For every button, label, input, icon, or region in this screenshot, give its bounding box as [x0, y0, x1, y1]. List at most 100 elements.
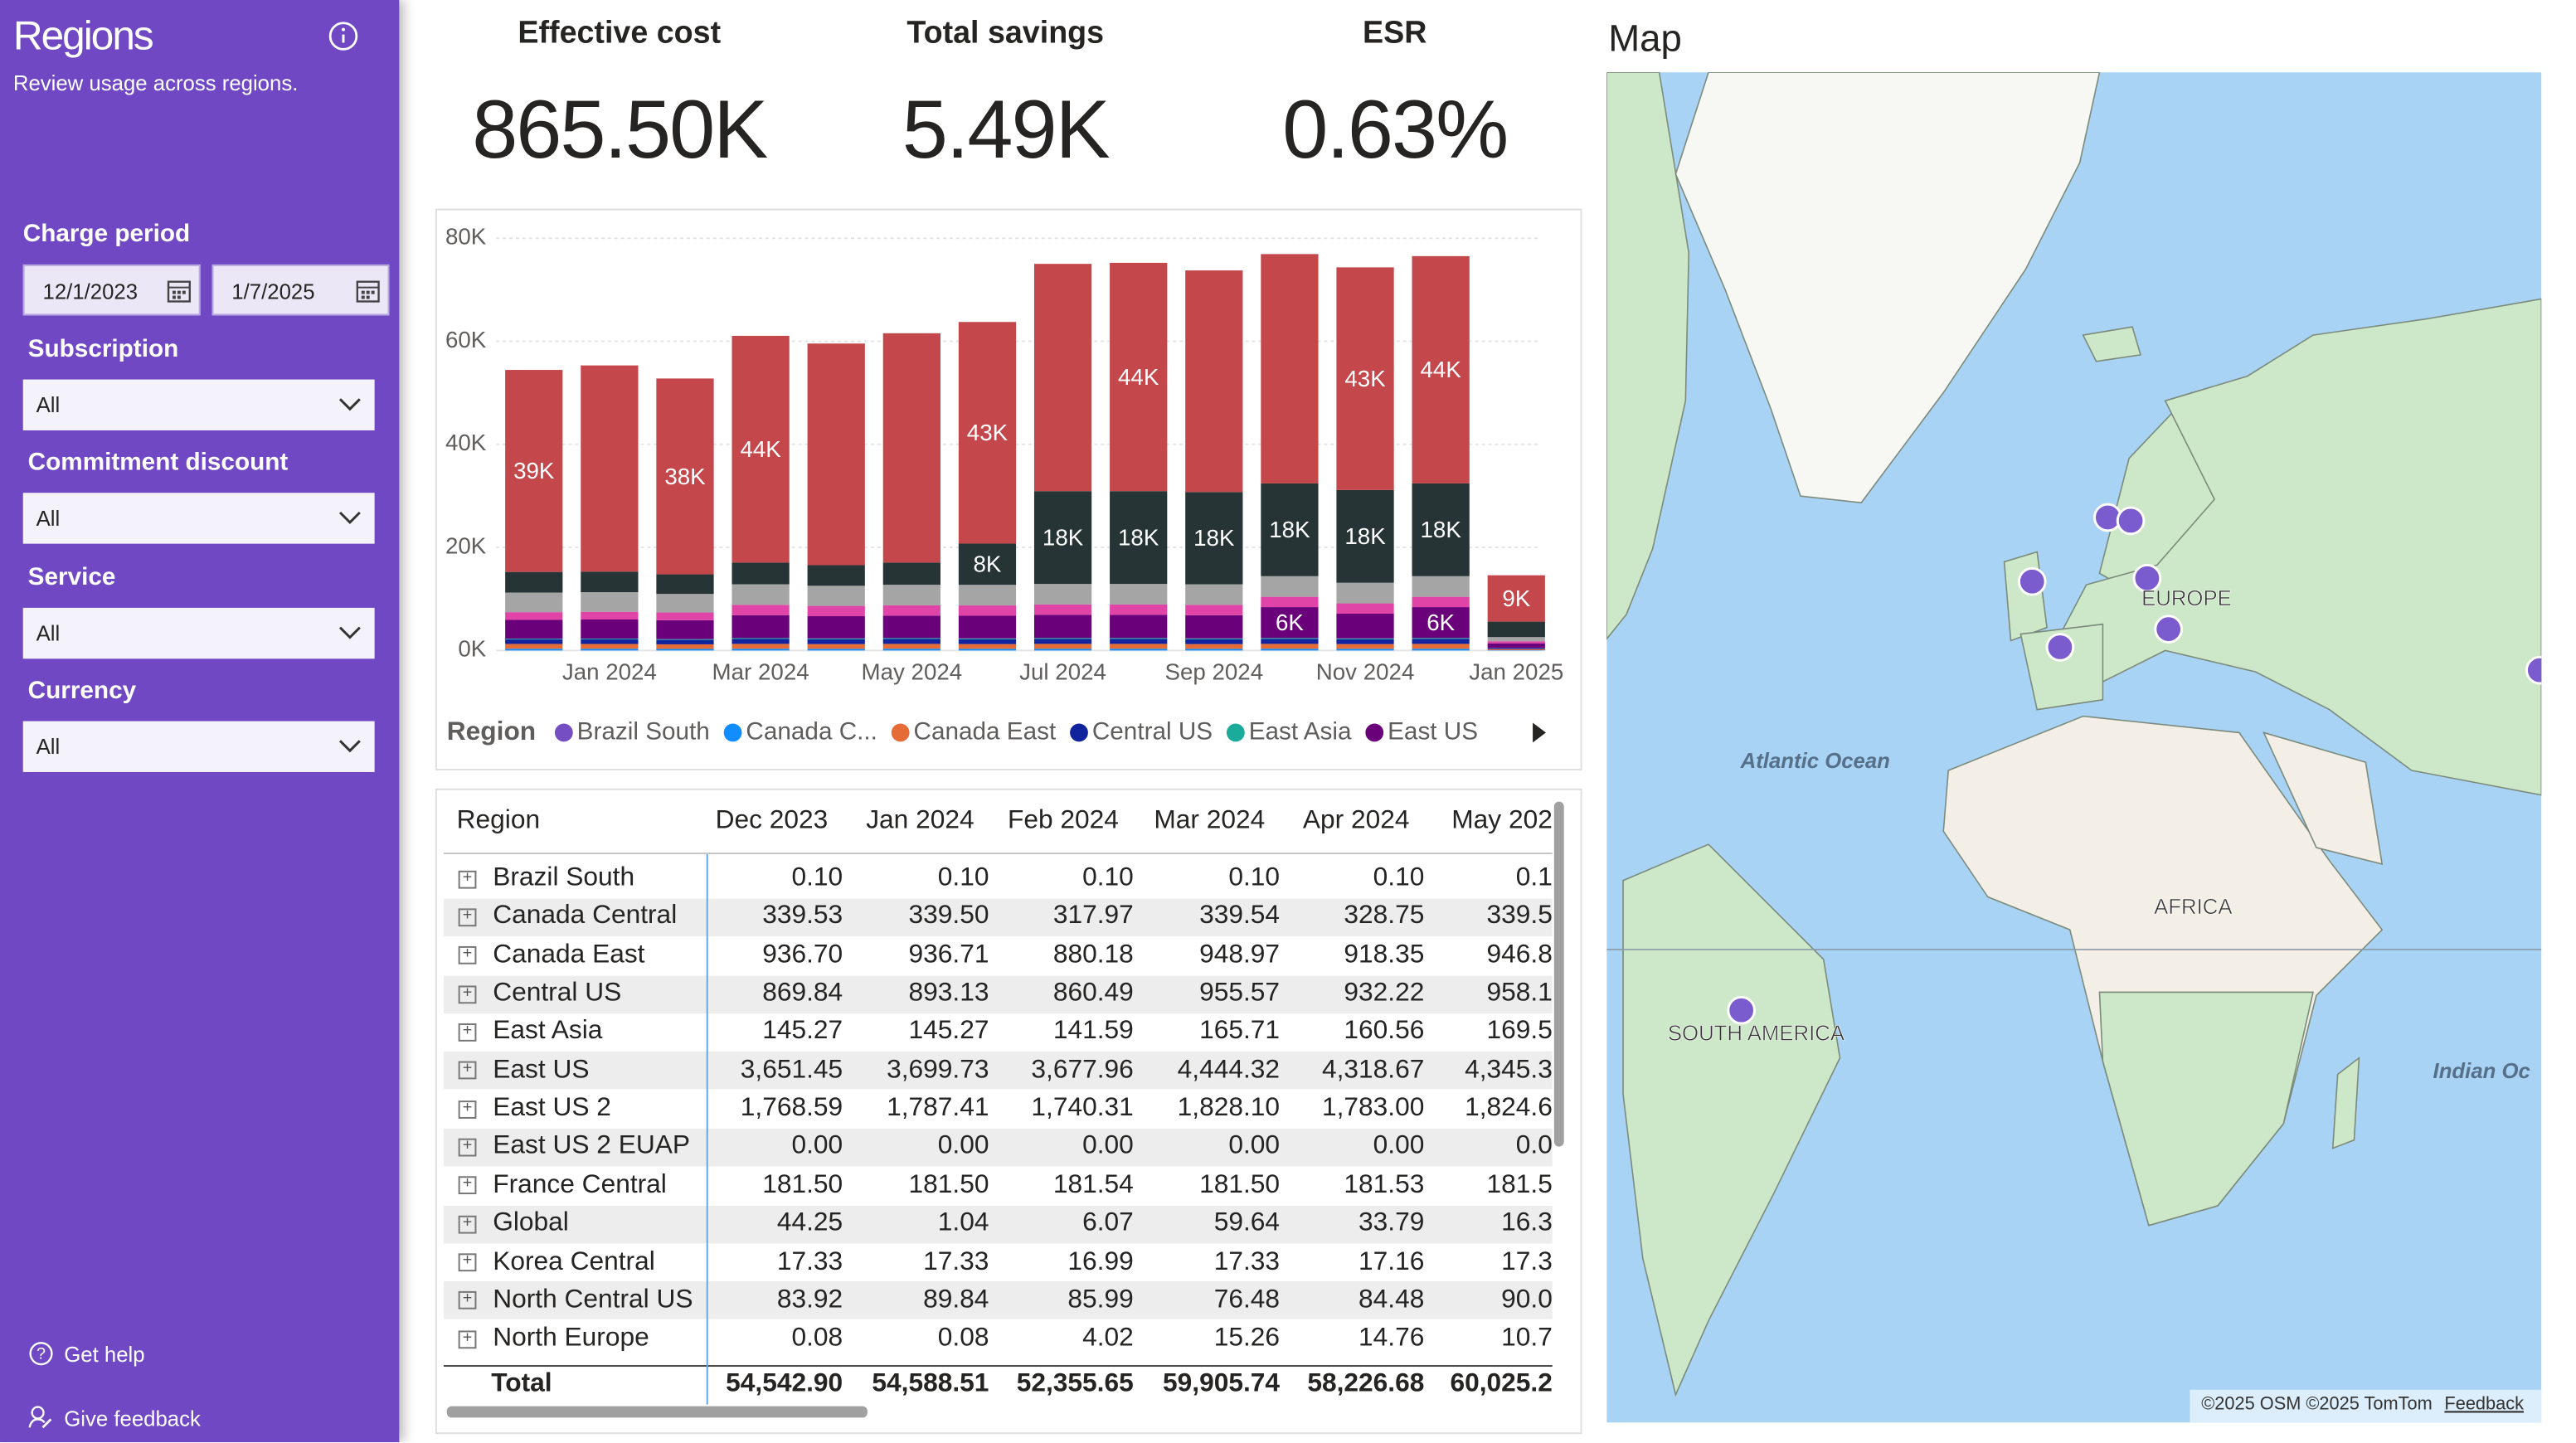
bar-segment[interactable]	[1033, 264, 1092, 492]
dropdown[interactable]: All	[22, 607, 375, 658]
legend-label[interactable]: Brazil South	[577, 717, 710, 745]
bar-segment[interactable]	[1336, 582, 1394, 604]
bar-segment[interactable]	[1336, 267, 1394, 490]
bar-segment[interactable]	[1336, 644, 1394, 649]
bar-segment[interactable]	[1412, 644, 1470, 649]
bar-segment[interactable]	[882, 333, 940, 563]
region-marker[interactable]	[2116, 506, 2146, 536]
bar-segment[interactable]	[882, 562, 940, 585]
bar-segment[interactable]	[1110, 639, 1168, 644]
bar-segment[interactable]	[958, 644, 1017, 649]
bar-segment[interactable]	[882, 605, 940, 616]
bar-segment[interactable]	[807, 343, 865, 566]
region-marker[interactable]	[2132, 563, 2162, 593]
bar-segment[interactable]	[581, 639, 639, 644]
bar-segment[interactable]	[1185, 649, 1243, 651]
bar-segment[interactable]	[1412, 576, 1470, 597]
bar-segment[interactable]	[807, 644, 865, 649]
legend-label[interactable]: East US	[1388, 717, 1478, 745]
date-end[interactable]: 1/7/2025	[211, 264, 390, 316]
bar-segment[interactable]	[1261, 254, 1319, 483]
bar-segment[interactable]	[505, 649, 563, 651]
region-marker[interactable]	[2154, 615, 2183, 644]
bar-segment[interactable]	[505, 592, 563, 613]
bar-segment[interactable]	[958, 605, 1017, 616]
bar-segment[interactable]	[1033, 638, 1092, 639]
bar-segment[interactable]	[958, 615, 1017, 639]
bar-segment[interactable]	[807, 585, 865, 606]
bar-segment[interactable]	[656, 619, 714, 639]
bar-segment[interactable]	[882, 615, 940, 639]
bar-segment[interactable]	[882, 639, 940, 644]
bar-segment[interactable]	[1336, 639, 1394, 644]
bar-segment[interactable]	[656, 378, 714, 575]
bar-segment[interactable]	[1185, 639, 1243, 644]
bar-segment[interactable]	[1033, 649, 1092, 651]
legend-label[interactable]: Canada East	[914, 717, 1057, 745]
info-icon[interactable]	[327, 20, 360, 53]
legend-label[interactable]: Canada C...	[746, 717, 877, 745]
bar-segment[interactable]	[731, 639, 790, 644]
bar-segment[interactable]	[656, 639, 714, 644]
bar-segment[interactable]	[1412, 483, 1470, 576]
bar-segment[interactable]	[1336, 613, 1394, 639]
region-marker[interactable]	[2525, 655, 2542, 685]
help-link[interactable]: Get help	[64, 1342, 145, 1368]
bar-segment[interactable]	[958, 543, 1017, 585]
bar-segment[interactable]	[581, 611, 639, 620]
bar-segment[interactable]	[1110, 584, 1168, 605]
bar-segment[interactable]	[656, 644, 714, 649]
legend-label[interactable]: Central US	[1092, 717, 1213, 745]
bar-segment[interactable]	[1185, 584, 1243, 605]
expand-button[interactable]: +	[458, 945, 477, 965]
legend-next-arrow[interactable]	[1533, 722, 1546, 743]
dropdown[interactable]: All	[22, 493, 375, 545]
bar-segment[interactable]	[1412, 649, 1470, 651]
bar-segment[interactable]	[1110, 644, 1168, 649]
bar-segment[interactable]	[1110, 649, 1168, 651]
bar-segment[interactable]	[1110, 615, 1168, 639]
bar-segment[interactable]	[1261, 596, 1319, 608]
bar-segment[interactable]	[1261, 638, 1319, 639]
region-marker[interactable]	[1727, 995, 1756, 1025]
h-scrollbar[interactable]	[446, 1406, 868, 1418]
bar-segment[interactable]	[958, 649, 1017, 651]
bar-segment[interactable]	[958, 585, 1017, 606]
bar-segment[interactable]	[581, 619, 639, 639]
bar-segment[interactable]	[1412, 639, 1470, 644]
bar-segment[interactable]	[505, 612, 563, 620]
bar-segment[interactable]	[1261, 644, 1319, 649]
bar-segment[interactable]	[1110, 491, 1168, 585]
bar-segment[interactable]	[882, 638, 940, 639]
bar-segment[interactable]	[882, 644, 940, 649]
bar-segment[interactable]	[505, 644, 563, 649]
bar-segment[interactable]	[1185, 605, 1243, 615]
bar-segment[interactable]	[1487, 649, 1545, 651]
bar-segment[interactable]	[882, 649, 940, 651]
bar-segment[interactable]	[1487, 621, 1545, 638]
bar-segment[interactable]	[958, 322, 1017, 544]
legend-label[interactable]: East Asia	[1249, 717, 1352, 745]
expand-button[interactable]: +	[458, 907, 477, 926]
expand-button[interactable]: +	[458, 1214, 477, 1233]
bar-segment[interactable]	[1412, 596, 1470, 608]
bar-segment[interactable]	[807, 639, 865, 644]
bar-segment[interactable]	[1261, 649, 1319, 651]
bar-segment[interactable]	[656, 639, 714, 640]
bar-segment[interactable]	[1110, 638, 1168, 639]
expand-button[interactable]: +	[458, 1291, 477, 1310]
bar-segment[interactable]	[1487, 575, 1545, 622]
bar-segment[interactable]	[1487, 643, 1545, 649]
bar-segment[interactable]	[581, 592, 639, 612]
map[interactable]: Atlantic Ocean EUROPE AFRICA SOUTH AMERICA I…	[1606, 72, 2542, 1423]
bar-segment[interactable]	[731, 605, 790, 615]
bar-segment[interactable]	[731, 615, 790, 639]
bar-segment[interactable]	[656, 574, 714, 595]
feedback-link[interactable]: Give feedback	[64, 1406, 201, 1431]
dropdown[interactable]: All	[22, 379, 375, 430]
expand-button[interactable]: +	[458, 1023, 477, 1042]
bar-segment[interactable]	[1336, 603, 1394, 614]
bar-segment[interactable]	[1487, 641, 1545, 644]
bar-segment[interactable]	[1033, 639, 1092, 644]
bar-segment[interactable]	[656, 649, 714, 651]
